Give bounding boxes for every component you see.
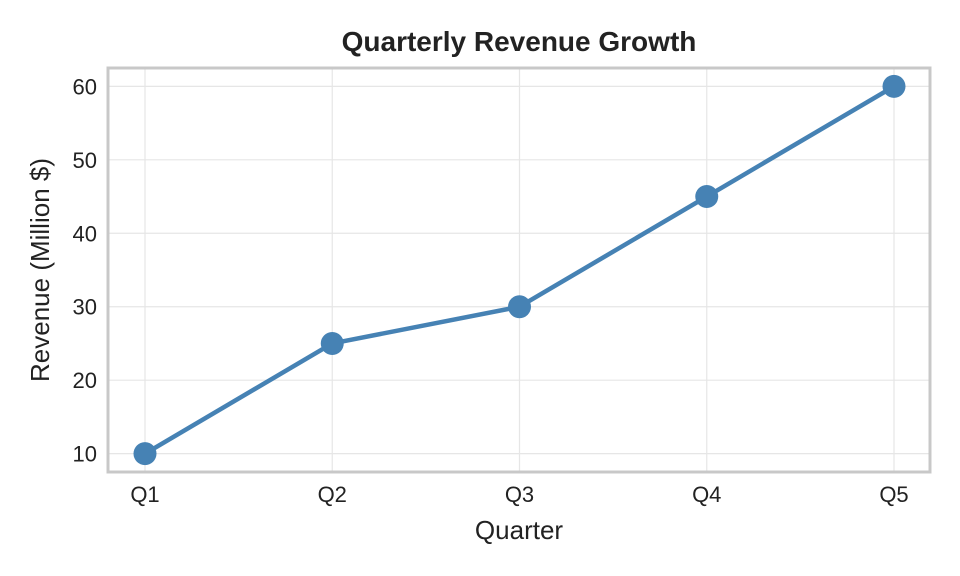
data-point bbox=[320, 331, 344, 355]
data-point bbox=[695, 185, 719, 209]
data-point bbox=[882, 74, 906, 98]
y-axis-label: Revenue (Million $) bbox=[25, 158, 55, 382]
y-tick-label: 50 bbox=[73, 148, 97, 173]
data-point bbox=[508, 295, 531, 319]
y-tick-label: 10 bbox=[73, 442, 97, 467]
plot-frame bbox=[106, 66, 932, 474]
x-tick-label: Q4 bbox=[692, 482, 721, 507]
x-tick-label: Q3 bbox=[505, 482, 534, 507]
data-point bbox=[133, 442, 157, 466]
y-tick-label: 40 bbox=[73, 221, 97, 246]
x-tick-label: Q5 bbox=[879, 482, 908, 507]
y-tick-label: 20 bbox=[73, 368, 97, 393]
y-tick-label: 60 bbox=[73, 74, 97, 99]
x-axis-label: Quarter bbox=[475, 515, 563, 545]
grid bbox=[108, 68, 930, 472]
x-axis-ticks: Q1 Q2 Q3 Q4 Q5 bbox=[130, 482, 908, 507]
x-tick-label: Q2 bbox=[318, 482, 347, 507]
chart-title: Quarterly Revenue Growth bbox=[342, 26, 697, 57]
series-group bbox=[133, 74, 906, 466]
x-tick-label: Q1 bbox=[130, 482, 159, 507]
y-axis-ticks: 10 20 30 40 50 60 bbox=[73, 74, 97, 466]
y-tick-label: 30 bbox=[73, 295, 97, 320]
